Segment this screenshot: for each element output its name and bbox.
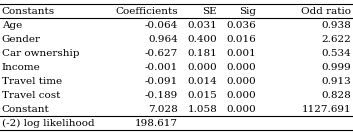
Text: 1.058: 1.058: [187, 105, 217, 114]
Text: 0.534: 0.534: [322, 49, 351, 58]
Text: Age: Age: [2, 21, 22, 30]
Text: 0.999: 0.999: [322, 63, 351, 72]
Text: 0.828: 0.828: [322, 91, 351, 100]
Text: 0.000: 0.000: [187, 63, 217, 72]
Text: -0.091: -0.091: [145, 77, 178, 86]
Text: 0.000: 0.000: [226, 63, 256, 72]
Text: Income: Income: [2, 63, 41, 72]
Text: Constants: Constants: [2, 7, 55, 16]
Text: 0.400: 0.400: [187, 35, 217, 44]
Text: 1127.691: 1127.691: [301, 105, 351, 114]
Text: Odd ratio: Odd ratio: [301, 7, 351, 16]
Text: 0.001: 0.001: [226, 49, 256, 58]
Text: Gender: Gender: [2, 35, 41, 44]
Text: 2.622: 2.622: [322, 35, 351, 44]
Text: -0.001: -0.001: [145, 63, 178, 72]
Text: 0.031: 0.031: [187, 21, 217, 30]
Text: 0.000: 0.000: [226, 77, 256, 86]
Text: 0.036: 0.036: [226, 21, 256, 30]
Text: Travel time: Travel time: [2, 77, 62, 86]
Text: 7.028: 7.028: [149, 105, 178, 114]
Text: 0.014: 0.014: [187, 77, 217, 86]
Text: 0.015: 0.015: [187, 91, 217, 100]
Text: 0.000: 0.000: [226, 105, 256, 114]
Text: 0.000: 0.000: [226, 91, 256, 100]
Text: Sig: Sig: [239, 7, 256, 16]
Text: 0.181: 0.181: [187, 49, 217, 58]
Text: Constant: Constant: [2, 105, 49, 114]
Text: 198.617: 198.617: [135, 119, 178, 128]
Text: 0.938: 0.938: [322, 21, 351, 30]
Text: (-2) log likelihood: (-2) log likelihood: [2, 119, 94, 128]
Text: -0.189: -0.189: [145, 91, 178, 100]
Text: Travel cost: Travel cost: [2, 91, 60, 100]
Text: 0.964: 0.964: [149, 35, 178, 44]
Text: SE: SE: [203, 7, 217, 16]
Text: Car ownership: Car ownership: [2, 49, 79, 58]
Text: 0.913: 0.913: [322, 77, 351, 86]
Text: -0.064: -0.064: [145, 21, 178, 30]
Text: -0.627: -0.627: [145, 49, 178, 58]
Text: 0.016: 0.016: [226, 35, 256, 44]
Text: Coefficients: Coefficients: [116, 7, 178, 16]
